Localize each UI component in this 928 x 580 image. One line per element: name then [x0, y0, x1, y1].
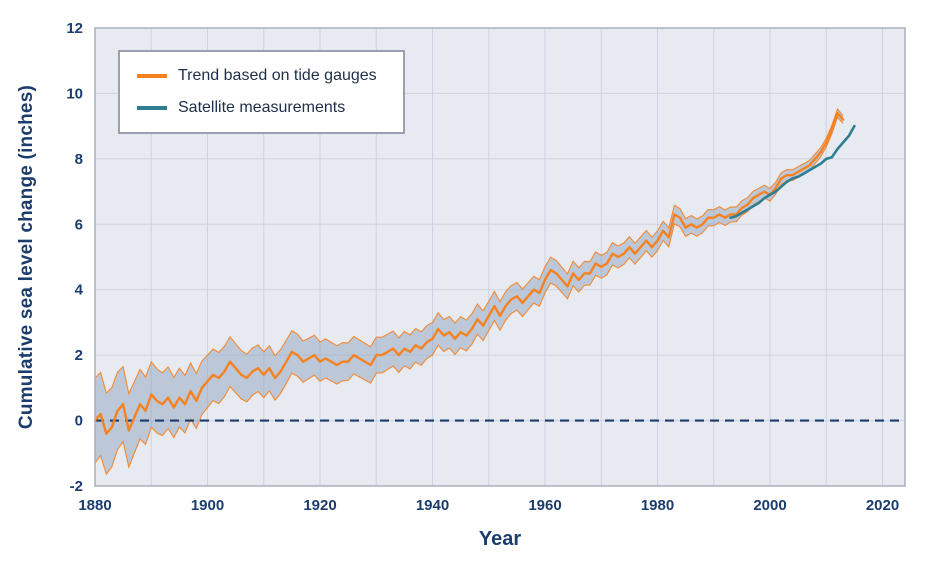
- svg-text:1880: 1880: [78, 497, 111, 514]
- uncertainty-band-lower-edge: [94, 116, 844, 476]
- uncertainty-band: [95, 109, 844, 475]
- svg-text:6: 6: [75, 216, 83, 233]
- x-tick-labels: 1880 1900 1920 1940 1960 1980 2000 2020: [78, 497, 899, 514]
- tide-gauge-line-swatch: [137, 74, 167, 78]
- svg-text:1980: 1980: [641, 497, 674, 514]
- plot-border: [94, 27, 906, 487]
- tide-gauge-line: [93, 111, 845, 435]
- satellite-line: [729, 124, 856, 219]
- svg-text:8: 8: [75, 151, 83, 168]
- legend-label-tide-gauges: Trend based on tide gauges: [178, 67, 377, 84]
- svg-text:2020: 2020: [866, 497, 899, 514]
- x-axis-title: Year: [478, 528, 522, 550]
- svg-text:2000: 2000: [753, 497, 786, 514]
- uncertainty-band-upper-edge: [94, 107, 844, 396]
- svg-text:0: 0: [75, 413, 83, 430]
- legend: Trend based on tide gauges Satellite mea…: [118, 50, 405, 134]
- svg-text:1920: 1920: [303, 497, 336, 514]
- svg-text:1960: 1960: [528, 497, 561, 514]
- y-tick-labels: -2 0 2 4 6 8 10 12: [66, 20, 83, 495]
- satellite-line-swatch: [137, 106, 167, 110]
- legend-item-tide-gauges: Trend based on tide gauges: [137, 67, 377, 85]
- svg-text:1900: 1900: [191, 497, 224, 514]
- svg-text:10: 10: [66, 85, 83, 102]
- svg-text:2: 2: [75, 347, 83, 364]
- svg-text:12: 12: [66, 20, 83, 37]
- legend-item-satellite: Satellite measurements: [137, 99, 377, 117]
- svg-text:4: 4: [75, 282, 84, 299]
- legend-label-satellite: Satellite measurements: [178, 99, 346, 116]
- svg-text:1940: 1940: [416, 497, 449, 514]
- svg-text:-2: -2: [70, 478, 83, 495]
